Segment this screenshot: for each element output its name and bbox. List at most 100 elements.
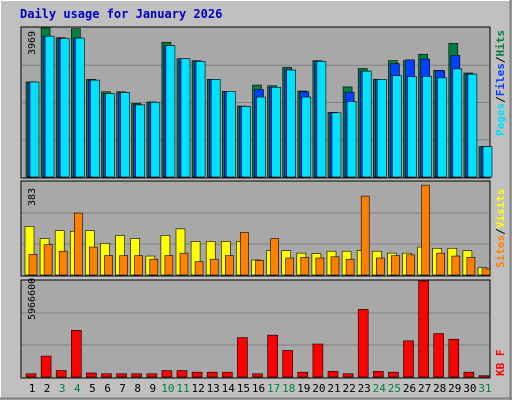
x-tick-label: 30 [463, 382, 476, 395]
sites-bar [270, 238, 279, 276]
x-tick-label: 3 [59, 382, 66, 395]
x-tick-label: 21 [327, 382, 340, 395]
x-tick-label: 12 [191, 382, 204, 395]
x-tick-label: 19 [297, 382, 310, 395]
x-axis-day-labels: 1 2 3 4 5 6 7 8 9 10 11 12 13 14 15 16 17 18 19 20 21 22 23 24 2… [29, 382, 492, 395]
x-tick-label: 24 [373, 382, 387, 395]
sites-bar [330, 256, 340, 276]
pages-bar [331, 112, 342, 178]
kbytes-bar [282, 350, 294, 378]
pages-bar [59, 38, 70, 178]
pages-bar [392, 75, 402, 178]
sites-bar [436, 252, 446, 276]
sites-bar [406, 254, 415, 276]
legend-sep-3: / [494, 228, 507, 235]
sites-bar [285, 257, 295, 276]
hits-files-pages-bars [25, 27, 493, 178]
kbytes-bar [297, 371, 309, 378]
pages-bar [316, 61, 327, 178]
kbytes-bar [25, 373, 37, 378]
x-tick-label: 8 [134, 382, 141, 395]
x-tick-label: 25 [388, 382, 401, 395]
pages-bar [150, 101, 161, 178]
x-tick-label: 4 [74, 382, 81, 395]
sites-bar [481, 268, 491, 276]
kbytes-bar [372, 371, 384, 378]
pages-bar [195, 61, 206, 178]
kbytes-bar [478, 375, 490, 378]
x-tick-label: 26 [403, 382, 416, 395]
pages-bar [407, 76, 417, 178]
legend-right-middle: Sites/Visits [494, 189, 507, 269]
x-tick-label: 13 [207, 382, 220, 395]
sites-bar [209, 258, 219, 276]
chart-title: Daily usage for January 2026 [20, 7, 222, 21]
kbytes-bar [146, 373, 158, 378]
pages-bar [44, 35, 55, 178]
kbytes-bar [463, 371, 475, 378]
x-tick-label: 7 [119, 382, 126, 395]
x-tick-label: 14 [222, 382, 236, 395]
pages-bar [120, 92, 130, 178]
pages-bar [226, 91, 236, 178]
pages-bar [90, 79, 100, 178]
x-tick-label: 31 [478, 382, 491, 395]
legend-hits: Hits [494, 30, 507, 57]
pages-bar [361, 70, 372, 178]
kbytes-bar [101, 373, 112, 378]
sites-bar [74, 212, 83, 276]
sites-bar [104, 255, 113, 276]
sites-bar [164, 255, 174, 276]
y-max-label-visits: 383 [27, 188, 38, 206]
kbytes-bar [433, 333, 445, 378]
x-tick-label: 22 [342, 382, 355, 395]
sites-bar [375, 257, 385, 276]
sites-bar [28, 254, 38, 276]
legend-sites: Sites [494, 235, 507, 268]
pages-bar [241, 106, 251, 178]
legend-files: Files [494, 63, 507, 96]
pages-bar [346, 101, 357, 178]
sites-bar [315, 257, 325, 276]
legend-right-top: Pages/Files/Hits [494, 30, 507, 136]
pages-bar [165, 45, 176, 178]
sites-bar [58, 250, 68, 276]
sites-bar [300, 256, 310, 276]
kbytes-bar [131, 373, 142, 378]
pages-bar [422, 76, 432, 178]
pages-bar [135, 104, 145, 178]
pages-bar [301, 96, 312, 178]
sites-bar [255, 260, 264, 276]
kbytes-bar [191, 371, 203, 378]
x-tick-label: 5 [89, 382, 96, 395]
sites-bar [466, 256, 476, 276]
sites-bar [194, 261, 204, 276]
sites-bar [421, 184, 430, 276]
sites-bar [179, 252, 189, 276]
kbytes-bar [237, 337, 248, 378]
pages-bar [180, 58, 191, 178]
x-tick-label: 11 [176, 382, 189, 395]
pages-bar [29, 81, 40, 178]
pages-bar [271, 86, 281, 178]
x-tick-label: 27 [418, 382, 431, 395]
kbytes-bar [161, 370, 173, 378]
sites-bar [451, 255, 461, 276]
kbytes-bar [388, 371, 399, 378]
sites-bar [391, 255, 400, 276]
legend-sep-1: / [494, 96, 507, 103]
y-max-label-kbytes: 5966600 [27, 278, 38, 320]
kbytes-bar [267, 334, 278, 378]
sites-bar [360, 195, 370, 276]
pages-bar [467, 73, 478, 178]
x-tick-label: 10 [161, 382, 174, 395]
x-tick-label: 6 [104, 382, 111, 395]
visits-sites-bars [24, 184, 491, 276]
sites-bar [149, 258, 159, 276]
legend-kbytes: KB F [494, 350, 507, 377]
sites-bar [240, 232, 249, 276]
kbytes-bar [448, 338, 460, 378]
pages-bar [256, 96, 266, 178]
